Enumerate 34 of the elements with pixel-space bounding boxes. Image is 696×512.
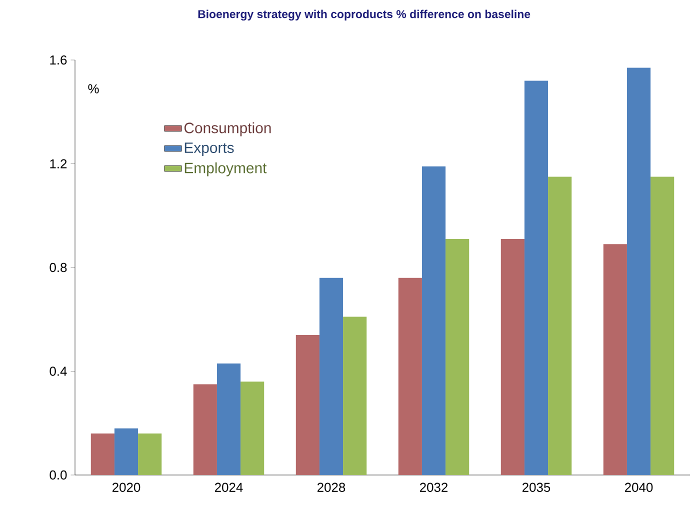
bar xyxy=(343,316,367,475)
y-tick-label: 1.2 xyxy=(50,159,67,168)
y-tick-label: 1.6 xyxy=(50,55,67,65)
y-axis-title: % xyxy=(88,84,99,94)
bar xyxy=(446,238,470,475)
y-tick-label: 0.8 xyxy=(50,262,67,272)
bar xyxy=(240,382,264,475)
bar xyxy=(422,166,446,475)
bar xyxy=(524,80,548,475)
y-tick-label: 0.4 xyxy=(50,366,67,376)
bar xyxy=(319,278,344,475)
bar xyxy=(548,176,572,475)
bar xyxy=(114,428,138,475)
x-tick-label: 2032 xyxy=(420,482,448,492)
bar xyxy=(500,238,524,475)
bar xyxy=(650,176,674,475)
x-tick-label: 2020 xyxy=(112,482,140,492)
x-tick-label: 2040 xyxy=(625,482,653,492)
y-tick-label: 0.0 xyxy=(50,470,67,480)
bar xyxy=(398,278,422,475)
legend-label: Employment xyxy=(184,162,267,176)
x-tick-label: 2035 xyxy=(522,482,550,492)
bar xyxy=(90,434,114,475)
bar xyxy=(626,68,651,475)
bar xyxy=(296,334,320,475)
bar xyxy=(603,244,627,475)
bar xyxy=(138,434,162,475)
x-tick-label: 2028 xyxy=(318,482,346,492)
legend-label: Consumption xyxy=(184,122,271,136)
chart-title: Bioenergy strategy with coproducts % difference on baseline xyxy=(198,10,530,20)
bar xyxy=(216,363,241,475)
legend-label: Exports xyxy=(184,142,234,156)
bar xyxy=(193,384,217,475)
x-tick-label: 2024 xyxy=(215,482,243,492)
